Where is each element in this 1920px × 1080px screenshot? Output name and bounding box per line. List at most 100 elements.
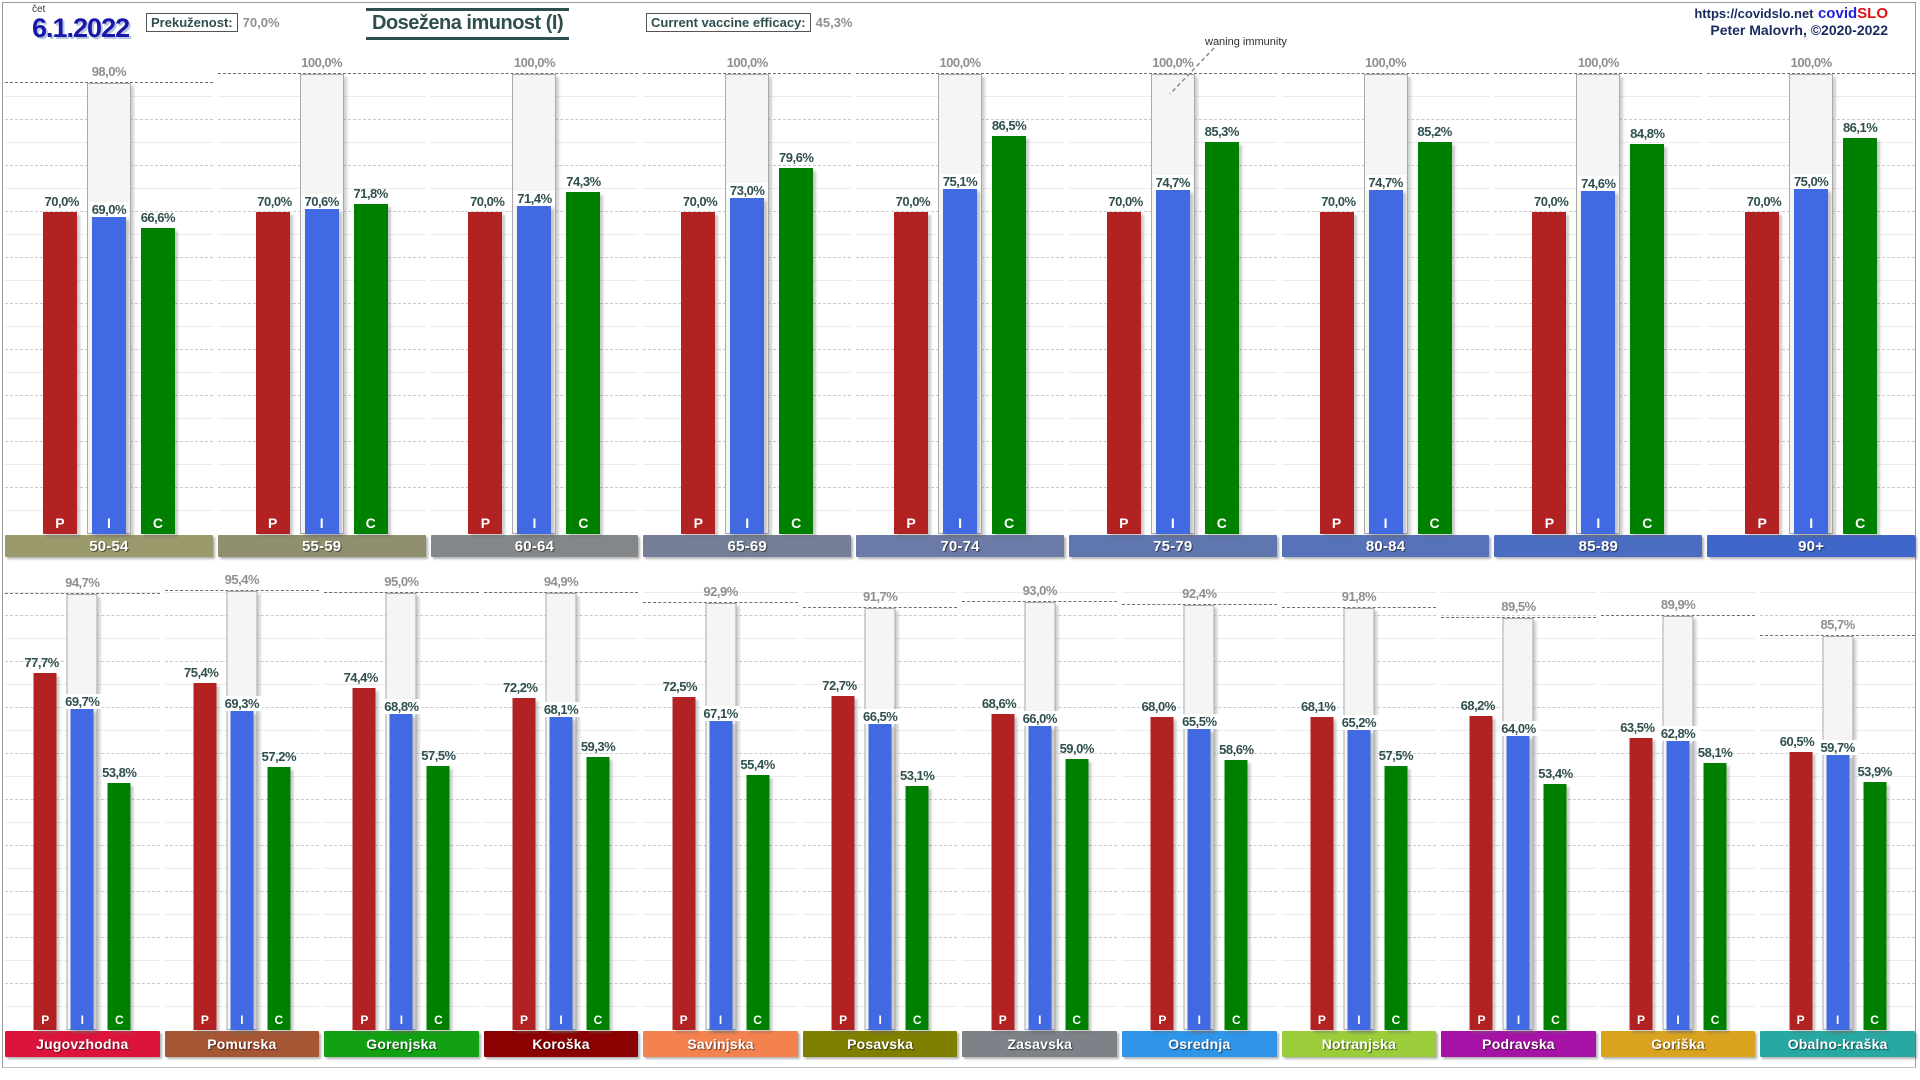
- bar-value-p: 68,2%: [1460, 698, 1496, 714]
- bar-group: P 72,2% I 68,1% C 59,3% 94,9%: [503, 574, 616, 1030]
- bar-i: [549, 716, 573, 1030]
- bar-value-i: 74,7%: [1365, 175, 1406, 191]
- bar-letter-p: P: [1317, 1013, 1326, 1027]
- bar-c: [353, 203, 388, 534]
- age-groups-band-80-84: 80-84: [1281, 535, 1490, 557]
- bar-i: [1826, 755, 1850, 1030]
- target-line: [802, 607, 958, 609]
- bar-c: [992, 136, 1027, 534]
- bar-letter-c: C: [1003, 515, 1015, 531]
- bar-value-p: 77,7%: [24, 654, 59, 670]
- bar-letter-i: I: [1197, 1013, 1201, 1027]
- bar-letter-p: P: [200, 1013, 209, 1027]
- bar-value-p: 75,4%: [183, 665, 219, 681]
- date-value: 6.1.2022: [32, 13, 130, 43]
- age-groups-band-85-89: 85-89: [1494, 535, 1703, 557]
- target-max-value: 92,9%: [703, 583, 738, 599]
- bar-letter-c: C: [1072, 1013, 1082, 1027]
- bar-value-c: 57,2%: [261, 748, 297, 764]
- bar-p: [1469, 716, 1493, 1030]
- target-line: [1707, 73, 1916, 74]
- bar-i: [709, 721, 733, 1030]
- bar-value-c: 53,1%: [899, 767, 935, 783]
- bar-value-c: 59,0%: [1059, 740, 1095, 756]
- bar-group: P 70,0% I 71,4% C 74,3% 100,0%: [468, 55, 601, 534]
- bar-value-c: 57,5%: [421, 747, 456, 763]
- bar-value-i: 66,5%: [859, 709, 901, 725]
- bar-i: [1506, 735, 1530, 1030]
- bar-letter-c: C: [1216, 515, 1227, 531]
- bar-value-c: 59,3%: [580, 739, 616, 755]
- region-charts: P 77,7% I 69,7% C 53,8% 94,7% Jugovzhodna P 75,4%…: [5, 572, 1915, 1057]
- target-line: [856, 73, 1064, 74]
- bar-c: [1630, 143, 1665, 534]
- bar-value-c: 74,3%: [566, 174, 601, 190]
- bar-group: P 70,0% I 75,1% C 86,5% 100,0%: [894, 55, 1027, 534]
- plot-75-79: P 70,0% I 74,7% C 85,3% 100,0%: [1068, 55, 1277, 534]
- bar-group: P 77,7% I 69,7% C 53,8% 94,7%: [24, 575, 137, 1030]
- bar-group: P 70,0% I 74,7% C 85,2% 100,0%: [1319, 55, 1452, 534]
- bar-p: [831, 695, 855, 1030]
- bar-group: P 70,0% I 75,0% C 86,1% 100,0%: [1745, 55, 1878, 534]
- target-line: [1600, 615, 1756, 617]
- bar-group: P 60,5% I 59,7% C 53,9% 85,7%: [1780, 575, 1892, 1030]
- gridline: [5, 592, 160, 593]
- regions-band-Goriška: Goriška: [1600, 1031, 1756, 1057]
- gridline: [962, 592, 1118, 593]
- bar-letter-c: C: [1870, 1013, 1879, 1027]
- target-line: [483, 592, 639, 594]
- gridline: [1441, 615, 1596, 616]
- bar-i: [943, 188, 978, 534]
- gridline: [1281, 592, 1437, 593]
- bar-letter-p: P: [679, 1013, 688, 1027]
- bar-letter-p: P: [998, 1013, 1007, 1027]
- bar-letter-p: P: [1331, 515, 1342, 531]
- bar-letter-c: C: [791, 515, 802, 531]
- regions-chart-Osrednja: P 68,0% I 65,5% C 58,6% 92,4% Osrednja: [1122, 575, 1277, 1057]
- target-max-value: 93,0%: [1022, 583, 1058, 599]
- target-max-value: 89,5%: [1501, 599, 1536, 615]
- bar-letter-i: I: [319, 515, 324, 531]
- bar-value-p: 72,5%: [662, 678, 698, 694]
- bar-letter-i: I: [1357, 1013, 1361, 1027]
- target-line: [1281, 606, 1437, 608]
- age-groups-band-65-69: 65-69: [643, 535, 852, 557]
- bar-c: [1065, 758, 1089, 1030]
- bar-letter-p: P: [1119, 515, 1129, 531]
- bar-group: P 70,0% I 69,0% C 66,6% 98,0%: [42, 60, 176, 534]
- bar-i: [1155, 190, 1190, 534]
- plot-65-69: P 70,0% I 73,0% C 79,6% 100,0%: [643, 55, 852, 534]
- author-credit: Peter Malovrh, ©2020-2022: [1710, 22, 1888, 38]
- bar-value-c: 71,8%: [353, 185, 388, 201]
- bar-letter-i: I: [745, 515, 750, 531]
- bar-value-p: 70,0%: [1321, 194, 1356, 209]
- bar-value-p: 70,0%: [470, 194, 505, 209]
- regions-chart-Jugovzhodna: P 77,7% I 69,7% C 53,8% 94,7% Jugovzhodna: [5, 575, 160, 1057]
- regions-band-Posavska: Posavska: [802, 1031, 958, 1057]
- plot-Pomurska: P 75,4% I 69,3% C 57,2% 95,4%: [164, 572, 320, 1030]
- age-groups-band-90+: 90+: [1707, 535, 1916, 557]
- bar-value-c: 85,2%: [1417, 124, 1452, 140]
- bar-letter-p: P: [520, 1013, 529, 1027]
- target-max-value: 91,8%: [1341, 588, 1377, 604]
- bar-group: P 68,1% I 65,2% C 57,5% 91,8%: [1301, 575, 1414, 1030]
- bar-value-i: 71,4%: [514, 190, 555, 206]
- bar-letter-c: C: [1855, 515, 1866, 531]
- bar-p: [681, 212, 716, 534]
- bar-group: P 63,5% I 62,8% C 58,1% 89,9%: [1620, 575, 1733, 1030]
- bar-i: [868, 724, 892, 1030]
- bar-c: [1843, 137, 1878, 534]
- bar-letter-i: I: [1383, 515, 1388, 531]
- bar-p: [672, 696, 696, 1030]
- age-groups-chart-65-69: P 70,0% I 73,0% C 79,6% 100,0% 65-69: [643, 55, 852, 557]
- regions-chart-Goriška: P 63,5% I 62,8% C 58,1% 89,9% Goriška: [1600, 575, 1756, 1057]
- bar-letter-p: P: [41, 1013, 50, 1027]
- bar-c: [779, 167, 814, 534]
- target-line: [1441, 617, 1596, 619]
- plot-Gorenjska: P 74,4% I 68,8% C 57,5% 95,0%: [324, 574, 479, 1030]
- bar-letter-c: C: [1231, 1013, 1241, 1027]
- efficacy-label: Current vaccine efficacy:: [646, 13, 811, 32]
- site-url-link[interactable]: https://covidslo.net: [1694, 6, 1814, 21]
- bar-value-p: 70,0%: [1746, 194, 1782, 209]
- bar-c: [1224, 760, 1248, 1030]
